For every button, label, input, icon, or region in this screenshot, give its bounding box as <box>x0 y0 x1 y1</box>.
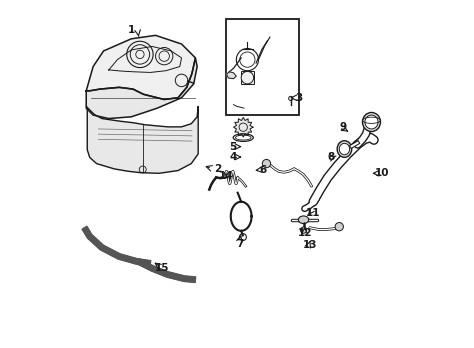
Circle shape <box>241 71 254 84</box>
Text: 13: 13 <box>302 240 317 250</box>
Ellipse shape <box>363 112 381 132</box>
Polygon shape <box>86 58 197 119</box>
Text: 8: 8 <box>327 152 334 163</box>
Ellipse shape <box>339 143 350 155</box>
Text: 9: 9 <box>339 122 346 132</box>
Text: 10: 10 <box>374 168 389 178</box>
Bar <box>241 71 254 84</box>
Polygon shape <box>234 118 253 137</box>
Ellipse shape <box>301 227 307 233</box>
Ellipse shape <box>365 115 378 129</box>
Text: 12: 12 <box>297 228 312 238</box>
Text: 7: 7 <box>236 239 244 249</box>
Polygon shape <box>86 35 195 100</box>
Text: 2: 2 <box>214 164 221 174</box>
Text: 6: 6 <box>259 165 266 175</box>
Text: 11: 11 <box>306 208 320 218</box>
Polygon shape <box>87 106 198 173</box>
Circle shape <box>262 159 271 168</box>
Text: 5: 5 <box>229 142 237 152</box>
Text: 14: 14 <box>219 171 234 181</box>
Ellipse shape <box>337 141 352 157</box>
Text: 4: 4 <box>229 152 237 163</box>
Polygon shape <box>137 259 196 283</box>
Polygon shape <box>227 72 237 79</box>
Ellipse shape <box>298 216 309 223</box>
Text: 1: 1 <box>128 25 135 35</box>
Circle shape <box>335 222 343 231</box>
Polygon shape <box>82 226 151 266</box>
Bar <box>226 19 299 115</box>
Text: 15: 15 <box>155 263 170 272</box>
Text: 3: 3 <box>296 93 303 103</box>
